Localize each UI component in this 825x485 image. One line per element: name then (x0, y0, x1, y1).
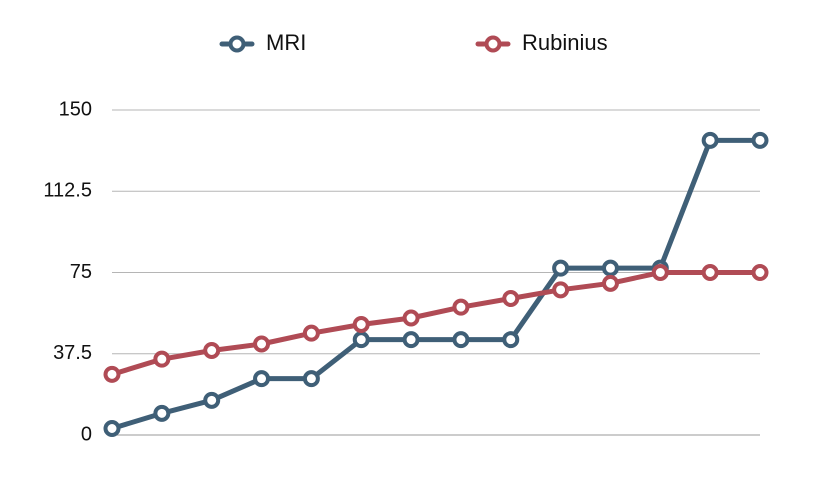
y-tick-label: 150 (59, 98, 92, 120)
grid (112, 109, 760, 436)
y-tick-label: 112.5 (43, 180, 92, 202)
data-point-mri (502, 331, 520, 349)
legend-label-rubinius: Rubinius (522, 30, 608, 55)
data-point-rubinius (601, 274, 619, 292)
legend-marker-mri (228, 35, 246, 53)
y-tick-label: 37.5 (53, 342, 92, 364)
series-rubinius (103, 264, 769, 383)
legend-item-mri: MRI (219, 30, 306, 55)
data-point-mri (352, 331, 370, 349)
data-point-mri (402, 331, 420, 349)
data-point-rubinius (452, 298, 470, 316)
data-point-rubinius (751, 264, 769, 281)
data-point-rubinius (253, 335, 271, 353)
data-point-mri (253, 370, 271, 388)
legend-marker-rubinius (484, 35, 502, 53)
legend: MRI Rubinius (219, 30, 608, 55)
data-point-rubinius (502, 290, 520, 307)
data-point-rubinius (203, 342, 221, 359)
data-point-mri (103, 420, 121, 437)
data-point-rubinius (552, 281, 570, 299)
data-point-mri (203, 391, 221, 409)
data-point-mri (701, 131, 719, 149)
series-line-rubinius (109, 270, 763, 377)
data-point-rubinius (402, 309, 420, 327)
y-tick-label: 0 (81, 423, 92, 445)
series-mri (103, 131, 769, 437)
data-point-rubinius (352, 316, 370, 333)
legend-item-rubinius: Rubinius (475, 30, 608, 55)
series-line-mri (109, 137, 763, 431)
data-point-rubinius (103, 365, 121, 383)
data-point-rubinius (153, 350, 171, 368)
y-tick-label: 75 (70, 261, 92, 283)
legend-label-mri: MRI (266, 30, 306, 55)
data-point-rubinius (302, 324, 320, 342)
data-point-mri (153, 404, 171, 422)
data-point-mri (751, 131, 769, 149)
data-point-mri (552, 259, 570, 277)
data-point-rubinius (651, 264, 669, 281)
y-axis: 0 37.5 75 112.5 150 (43, 98, 92, 445)
data-point-mri (601, 259, 619, 277)
data-point-mri (302, 370, 320, 388)
series-layer (103, 131, 769, 437)
data-point-mri (452, 331, 470, 349)
data-point-rubinius (701, 264, 719, 281)
